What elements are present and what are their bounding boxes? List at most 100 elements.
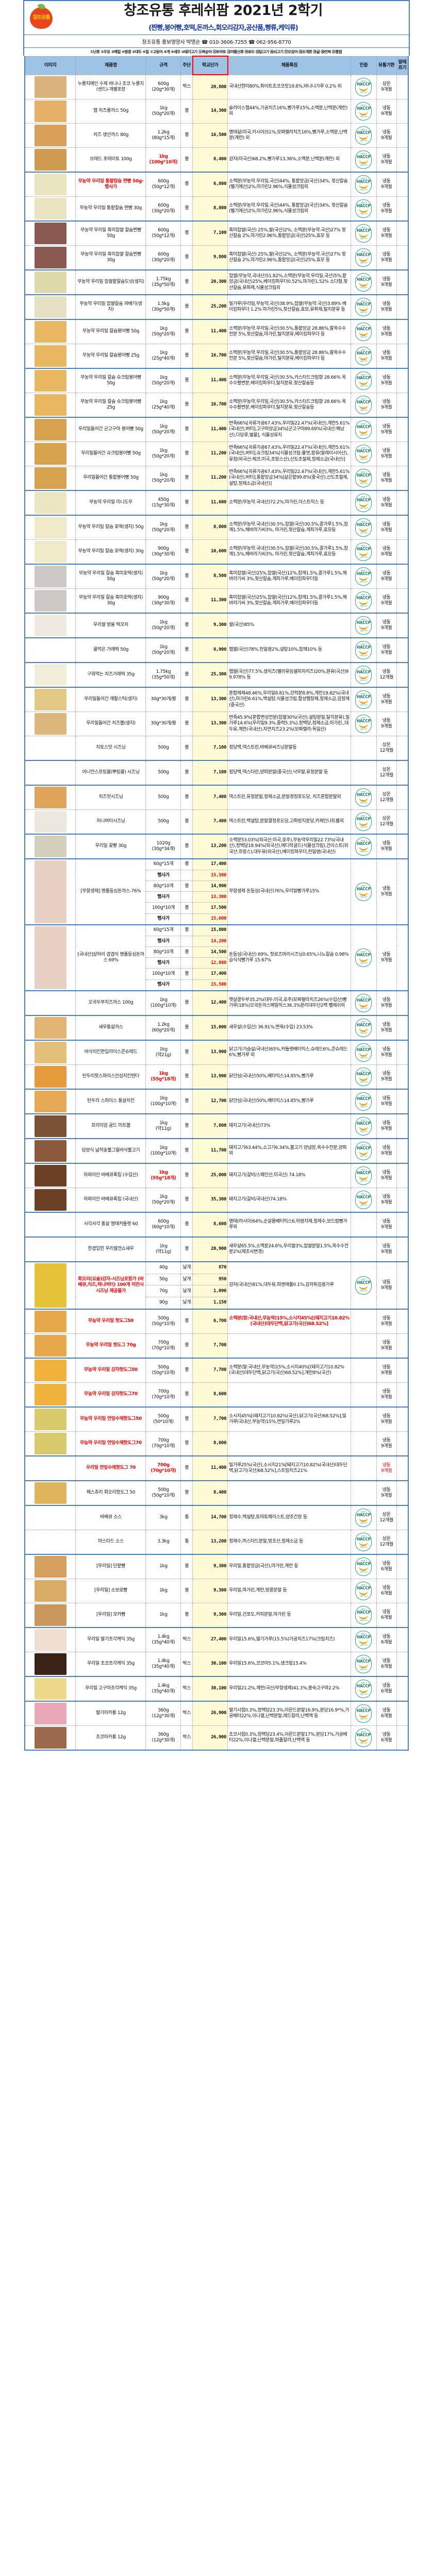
variant-price: 14,200 (192, 936, 228, 947)
variant-spec: 100g*10개 (145, 902, 181, 914)
table-row[interactable]: 무농약 우리밀 칼슘 호떡(생지) 50g 1kg (50g*20개) 봉 8,000 소… (24, 514, 409, 540)
table-row[interactable]: 행사가 14,200 (25, 936, 408, 947)
variant-spec: 40g (145, 1261, 181, 1274)
table-row[interactable]: 어니언스프링클(뿌링클) 시즈닝 500g 봉 7,100 정당백,덱스타린,양파분말(… (24, 759, 409, 786)
table-row[interactable]: 무농약 우리밀 칼슘 슈크림붕어빵 25g 1kg (25g*40개) 봉 16,700… (24, 392, 409, 418)
table-row[interactable]: 무농약 우리밀 통팥칼슘 찐빵 50g-행사가 600g (50g*12개) 봉 6,8… (24, 171, 409, 197)
variant-unit: 날개 (180, 1285, 193, 1298)
table-row[interactable]: 50g 날개 950 (25, 1273, 408, 1286)
table-row[interactable]: 새우통살까스 1.2kg (60g*20개) 봉 15,000 새우살(수입산) 36.9… (24, 1014, 409, 1041)
table-row[interactable]: [우리밀] 모카빵 1kg 봉 9,300 우리밀,건포도,커피분말,마가린 등 대한민국… (24, 1602, 409, 1628)
expiry-cell: 냉동 6개월 (376, 1602, 397, 1628)
table-row[interactable]: 바베큐 소스 3kg 통 14,700 정제수,백설탕,토마토페이스트,양조간장 등 대한… (24, 1504, 409, 1530)
table-row[interactable]: [무항생제] 명품등심돈까스-76% 60g*15개 봉 17,400 무항생제 돈등심… (24, 858, 409, 925)
table-row[interactable]: 우리쌀 방울 떡꼬치 1kg (50g*20개) 봉 9,300 쌀(국산)85% 대한민국… (24, 612, 409, 638)
table-row[interactable]: 무농약 우리밀 찹쌀팥칼슘도넛(생지) 1.75kg (35g*50개) 봉 20,30… (24, 269, 409, 295)
table-row[interactable]: 우리밀 딸기조각케익 35g 1.4kg (35g*40개) 박스 27,400 우리밀1… (24, 1626, 409, 1652)
haccp-icon: 대한민국 HACCP 식품안전관리 (355, 1605, 372, 1624)
table-row[interactable]: 무농약 우리밀 흑미찹쌀 칼슘찐빵 50g 600g (50g*12개) 봉 7,100… (24, 220, 409, 246)
variant-unit: 봉 (180, 946, 193, 958)
product-spec: 1.75kg (35g*50개) (145, 662, 181, 688)
table-row[interactable]: 허니버터시즈닝 500g 봉 7,400 덱스트린,백설탕,분말결정포도당,고화방지분당… (24, 809, 409, 835)
table-row[interactable]: 무농약 우리밀 감자핫도그70 700g (70g*10개) 봉 8,600 냉동 9개월 (24, 1382, 409, 1408)
table-row[interactable]: 페스츄리 회오리핫도그 50 500g (50g*10개) 봉 8,400 냉동 9개월 (24, 1480, 409, 1506)
table-row[interactable]: 우리밀 고구마조각케익 35g 1.4kg (35g*40개) 박스 30,100 우리밀… (24, 1675, 409, 1702)
table-row[interactable]: 우리밀들어간 슈크림붕어빵 50g 1kg (50g*20개) 봉 11,200 반죽66… (24, 441, 409, 466)
table-row[interactable]: 무농약 우리밀 칼슘 호떡(생지) 30g 900g (30g*30개) 봉 10,60… (24, 539, 409, 565)
product-name: 어니언스프링클(뿌링클) 시즈닝 (75, 759, 146, 786)
certification-cell (351, 1455, 377, 1481)
table-row[interactable]: 무농약 우리밀 칼슘붕어빵 25g 1kg (25g*40개) 봉 16,700 소맥분(… (24, 343, 409, 369)
table-row[interactable]: 무농약 우리밀 칼슘 흑미호떡(생지) 50g 1kg (50g*20개) 봉 8,50… (24, 563, 409, 589)
table-row[interactable]: 햄 치즈롤까스 50g 1kg (50g*20개) 봉 14,300 슬라이스햄44%,가… (24, 98, 409, 124)
table-row[interactable]: 무농약 우리밀 칼슘 흑미호떡(생지) 30g 900g (30g*30개) 봉 11,… (24, 588, 409, 614)
table-row[interactable]: 80g*10개 봉 14,900 (25, 880, 408, 892)
product-name: 무농약 우리밀 칼슘 호떡(생지) 50g (75, 514, 146, 540)
table-row[interactable]: [우리밀] 소보로빵 1kg 봉 9,300 우리밀,마가린,계란,땅콩분말 등 대한민국… (24, 1578, 409, 1603)
table-row[interactable]: 프리미엄 골드 미트볼 1kg (약11g) 봉 7,800 돼지고기(국내산)73% 대한… (24, 1113, 409, 1139)
table-row[interactable]: 회오리(요술)감자-시즈닝포함가 (바베큐,치즈,허니버터) 100개 미만시 … (24, 1261, 409, 1310)
table-row[interactable]: 브레드 포테이토 100g 1kg (100g*10개) 봉 8,400 감자(미국산)6… (24, 147, 409, 173)
product-price: 30,100 (192, 1651, 228, 1677)
table-row[interactable]: 사각사각 통살 명태커틀렛 60 600g (60g*10개) 봉 8,600 명태(러시… (24, 1211, 409, 1238)
table-row[interactable]: 치토스맛 시즈닝 500g 봉 7,100 정당백,덱스트린,바베큐씨즈닝분말등 상온 12… (24, 735, 409, 761)
table-row[interactable]: 무농약 우리밀 핫도그50 500g (50g*10개) 봉 6,700 소맥분(말:국내… (24, 1308, 409, 1334)
table-row[interactable]: 100g*10개 봉 17,400 (25, 968, 408, 980)
table-row[interactable]: 무농약 우리밀 통팥칼슘 찐빵 30g 600g (30g*20개) 봉 8,800 소맥… (24, 196, 409, 222)
table-row[interactable]: 딸기마카롱 12g 360g (12g*30개) 박스 26,900 딸기시럽0.3%,정… (24, 1700, 409, 1726)
table-row[interactable]: 무농약 우리밀 연잎수제핫도그70 700g (70g*10개) 봉 8,600 냉동 9개… (24, 1431, 409, 1456)
allergy-cell (396, 858, 409, 925)
haccp-icon: 대한민국 HACCP 식품안전관리 (355, 371, 372, 390)
table-row[interactable]: 담양식 넓적숯불그릴바삭불고기 1kg (100g*10개) 봉 11,700 돼지고기6… (24, 1138, 409, 1164)
table-row[interactable]: 우리밀들어간 치즈볼(생지) 30g*30개/봉 봉 13,300 반죽45.9%[혼합… (24, 711, 409, 736)
table-row[interactable]: 누룽지애인 수제 바나나 초코 누룽지(샌드)-개별포장 600g (20g*30개… (24, 74, 409, 99)
product-name: 우리밀들어간 슈크림붕어빵 50g (75, 441, 146, 466)
table-row[interactable]: 우리밀 연잎수제핫도그 70 700g (70g*10개) 봉 11,400 밀가루25%… (24, 1455, 409, 1481)
table-row[interactable]: 행사가 12,800 (25, 957, 408, 969)
table-row[interactable]: 70g 날개 1,090 (25, 1285, 408, 1298)
table-row[interactable]: 오곡두부치즈까스 100g 1kg (100g*10개) 봉 12,400 햇살콩두부35… (24, 990, 409, 1016)
certification-cell: 대한민국 HACCP 식품안전관리 (351, 514, 377, 540)
table-row[interactable]: 우리밀들어간 군고구마 붕어빵 50g 1kg (50g*20개) 봉 11,400 반죽… (24, 416, 409, 442)
product-spec: 1kg (100g*10개) (145, 990, 181, 1016)
expiry-cell: 상온 12개월 (376, 759, 397, 786)
product-image (24, 98, 76, 124)
table-row[interactable]: 하와이안 바베큐폭립 (국내산) 1kg (50g*20개) 봉 35,300 돼지고기(… (24, 1187, 409, 1213)
haccp-icon: 대한민국 HACCP 식품안전관리 (355, 273, 372, 292)
table-row[interactable]: 하와이안 바베큐폭립 (수입산) 1kg (55g*18개) 봉 25,000 돼지고기(… (24, 1162, 409, 1188)
table-row[interactable]: 무농약 우리밀 연잎수제핫도그50 500g (50*10개) 봉 7,700 소시지45… (24, 1406, 409, 1432)
table-row[interactable]: 무농약 우리밀 핫도그 70g 700g (70g*10개) 봉 7,700 냉동 9개월 (24, 1333, 409, 1359)
table-row[interactable]: 무농약 우리밀 미니도우 450g (15g*30개) 봉 11,600 소맥분(무농약.… (24, 489, 409, 516)
table-row[interactable]: 100g*10개 봉 17,500 (25, 902, 408, 914)
table-row[interactable]: 행사가 13,300 (25, 891, 408, 903)
allergen-item: ④땅콩 (121, 49, 131, 55)
table-row[interactable]: 머스타드 소스 3.3kg 통 13,200 정제수,머스타드분말,빙초산,정제소금 등… (24, 1529, 409, 1555)
table-row[interactable]: 무농약 우리밀 칼슘붕어빵 50g 1kg (50g*20개) 봉 11,400 소맥분(… (24, 318, 409, 344)
table-row[interactable]: 무농약 우리밀 흑미찹쌀 칼슘찐빵 30g 600g (30g*20개) 봉 9,800… (24, 245, 409, 270)
table-row[interactable]: 행사가 15,500 (25, 979, 408, 991)
table-row[interactable]: 구워먹는 치즈가래떡 35g 1.75kg (35g*50개) 봉 25,300 맵쌀(국… (24, 662, 409, 688)
table-row[interactable]: 치즈 생선까스 80g 1.2kg (80g*15개) 봉 16,500 명태살(미국,러… (24, 123, 409, 148)
table-row[interactable]: 바삭치킨한입라이스콘슈레드 1kg (약21g) 봉 13,900 닭고기(가슴살/국내산… (24, 1039, 409, 1065)
table-row[interactable]: 무농약 우리밀 감자핫도그50 500g (50g*10개) 봉 7,700 소맥분(말:… (24, 1357, 409, 1383)
variant-spec: 행사가 (145, 936, 181, 947)
table-row[interactable]: [국내산]상하이 겹겹이 명품등심돈까스 69% 60g*15개 봉 15,800 돈등… (24, 924, 409, 991)
table-row[interactable]: 우리밀들어간 통팥붕어빵 50g 1kg (50g*20개) 봉 11,200 반죽66%… (24, 465, 409, 491)
table-row[interactable]: 우리밀들어간 깨찰스틱(생지) 30g*30개/봉 봉 13,300 혼합제제48.46… (24, 686, 409, 712)
table-row[interactable]: 탄두리 스파이스 통살치킨 1kg (100g*10개) 봉 12,700 닭안심(국내산… (24, 1088, 409, 1114)
table-row[interactable]: 꿀먹은 가래떡 50g 1kg (50g*20개) 봉 8,900 맵쌀(국산)78%,천… (24, 637, 409, 663)
table-row[interactable]: 한겹입힌 우리쌀깐쇼새우 1kg (약11g) 봉 20,900 새우살65.5%,소맥분… (24, 1236, 409, 1262)
table-row[interactable]: 우리밀 꽃빵 30g 1020g (30g*34개) 봉 13,200 소맥분53.03%… (24, 833, 409, 859)
table-row[interactable]: 무농약 우리밀 찹쌀칼슘 꽈배기(생지) 1.5kg (30g*50개) 봉 25,20… (24, 294, 409, 320)
allergen-item: ⑲굴 (313, 49, 320, 55)
expiry-cell: 냉동 9개월 (376, 465, 397, 491)
table-row[interactable]: 80g*10개 봉 14,500 (25, 946, 408, 958)
table-row[interactable]: 초코마카롱 12g 360g (12g*30개) 박스 26,900 초코시럽0.3%,정… (24, 1725, 409, 1751)
table-row[interactable]: 탄두리핫스파이스안심치킨텐더 1kg (55g*18개) 봉 13,900 닭안심(국내산… (24, 1064, 409, 1090)
table-row[interactable]: 치즈맛시즈닝 500g 봉 7,400 덱스트린,유청분말,정제소금,분말경정포도당, … (24, 784, 409, 810)
table-row[interactable]: 행사가 15,500 (25, 870, 408, 882)
table-row[interactable]: 무농약 우리밀 칼슘 슈크림붕어빵 50g 1kg (50g*20개) 봉 11,400… (24, 367, 409, 393)
certification-cell: 대한민국 HACCP 식품안전관리 (351, 220, 377, 246)
table-row[interactable]: 우리밀 초코조각케익 35g 1.4kg (35g*40개) 박스 30,100 우리밀1… (24, 1651, 409, 1677)
